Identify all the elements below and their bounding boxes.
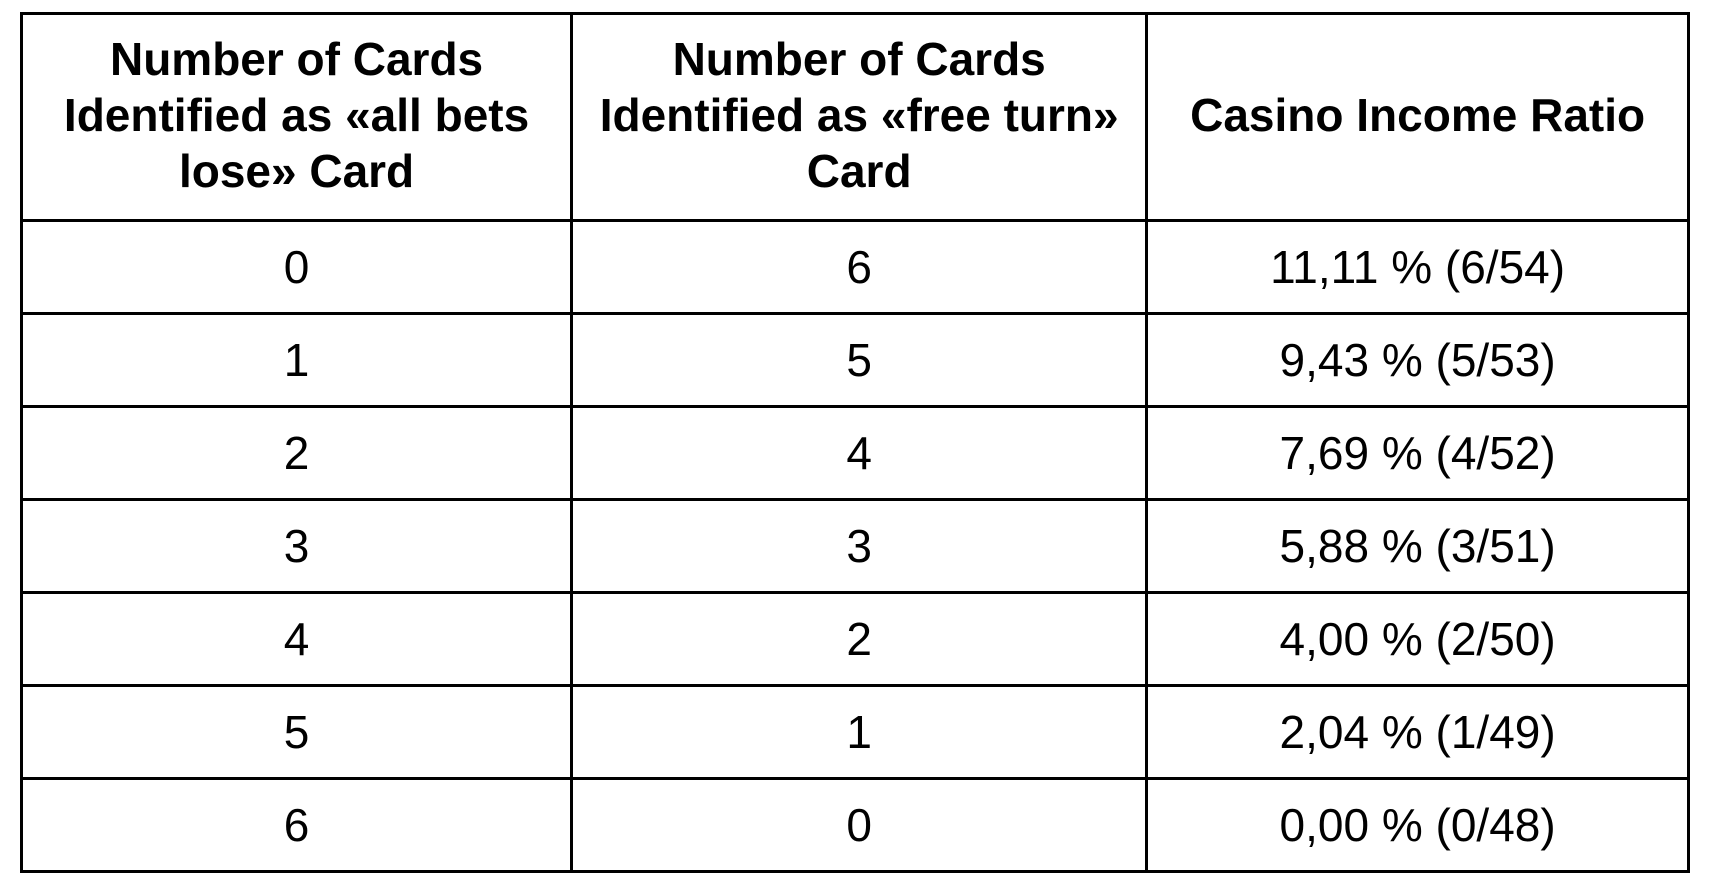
table-row: 6 0 0,00 % (0/48) (22, 779, 1689, 872)
table-row: 1 5 9,43 % (5/53) (22, 314, 1689, 407)
cell-all-bets-lose: 5 (22, 686, 572, 779)
table-header-row: Number of Cards Identified as «all bets … (22, 14, 1689, 221)
cell-all-bets-lose: 2 (22, 407, 572, 500)
cell-income-ratio: 4,00 % (2/50) (1147, 593, 1689, 686)
col-header-all-bets-lose: Number of Cards Identified as «all bets … (22, 14, 572, 221)
table-row: 4 2 4,00 % (2/50) (22, 593, 1689, 686)
cell-free-turn: 3 (572, 500, 1147, 593)
cell-income-ratio: 2,04 % (1/49) (1147, 686, 1689, 779)
casino-income-table: Number of Cards Identified as «all bets … (20, 12, 1690, 873)
col-header-income-ratio: Casino Income Ratio (1147, 14, 1689, 221)
cell-all-bets-lose: 1 (22, 314, 572, 407)
col-header-free-turn: Number of Cards Identified as «free turn… (572, 14, 1147, 221)
cell-income-ratio: 0,00 % (0/48) (1147, 779, 1689, 872)
cell-all-bets-lose: 6 (22, 779, 572, 872)
cell-free-turn: 6 (572, 221, 1147, 314)
cell-all-bets-lose: 0 (22, 221, 572, 314)
cell-income-ratio: 5,88 % (3/51) (1147, 500, 1689, 593)
table-row: 3 3 5,88 % (3/51) (22, 500, 1689, 593)
table-row: 0 6 11,11 % (6/54) (22, 221, 1689, 314)
table-row: 2 4 7,69 % (4/52) (22, 407, 1689, 500)
table-row: 5 1 2,04 % (1/49) (22, 686, 1689, 779)
cell-income-ratio: 9,43 % (5/53) (1147, 314, 1689, 407)
cell-free-turn: 5 (572, 314, 1147, 407)
cell-all-bets-lose: 3 (22, 500, 572, 593)
cell-free-turn: 4 (572, 407, 1147, 500)
cell-income-ratio: 7,69 % (4/52) (1147, 407, 1689, 500)
cell-all-bets-lose: 4 (22, 593, 572, 686)
cell-free-turn: 2 (572, 593, 1147, 686)
cell-free-turn: 0 (572, 779, 1147, 872)
cell-free-turn: 1 (572, 686, 1147, 779)
cell-income-ratio: 11,11 % (6/54) (1147, 221, 1689, 314)
